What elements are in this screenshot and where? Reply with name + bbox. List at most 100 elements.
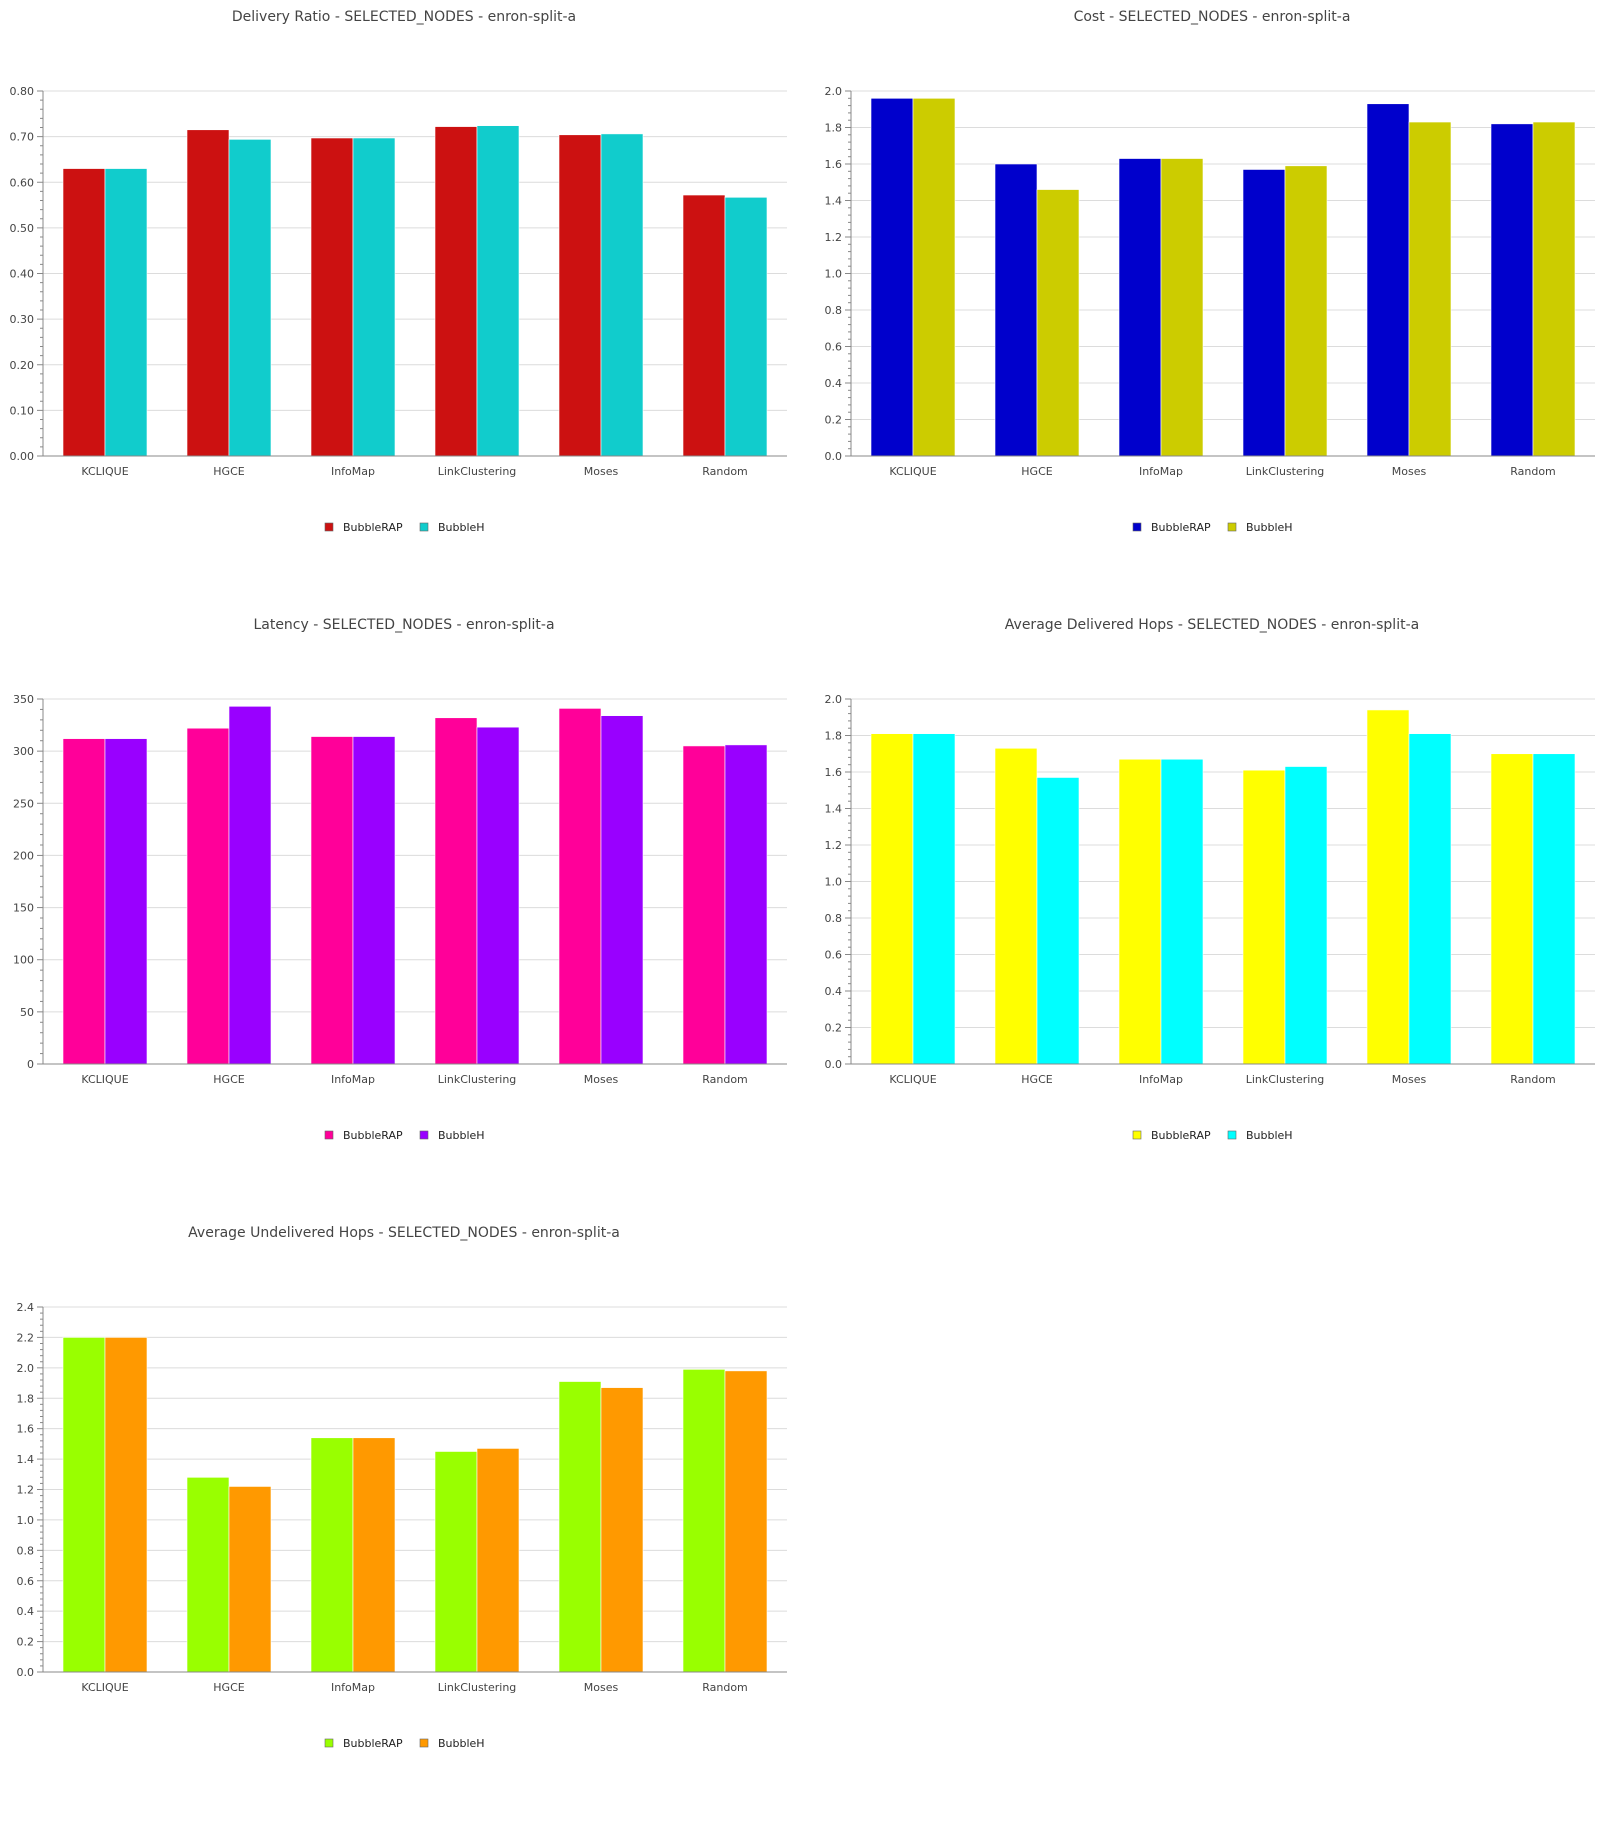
x-tick-label: Random (1510, 1073, 1556, 1086)
cost-chart-panel: Cost - SELECTED_NODES - enron-split-a 0.… (808, 0, 1616, 608)
x-tick-label: Random (1510, 465, 1556, 478)
y-tick-label: 1.4 (825, 803, 843, 816)
y-tick-label: 0.0 (825, 1058, 843, 1071)
legend-label-bubblerap: BubbleRAP (343, 521, 403, 534)
bar-bubblerap-moses (558, 134, 602, 457)
legend-swatch-bubbleh (419, 522, 429, 532)
y-tick-label: 1.4 (17, 1453, 35, 1466)
bar-bubblerap-moses (558, 708, 602, 1065)
y-tick-label: 0.30 (10, 313, 35, 326)
bar-bubbleh-random (1532, 753, 1576, 1065)
bar-bubblerap-kclique (62, 168, 106, 457)
y-tick-label: 1.2 (825, 231, 843, 244)
legend: BubbleRAP BubbleH (324, 1129, 485, 1142)
y-tick-label: 0.4 (17, 1605, 35, 1618)
chart-title: Delivery Ratio - SELECTED_NODES - enron-… (232, 9, 576, 25)
y-tick-label: 200 (13, 849, 34, 862)
y-tick-label: 0 (27, 1058, 34, 1071)
y-tick-label: 150 (13, 902, 34, 915)
average-delivered-hops-chart-panel: Average Delivered Hops - SELECTED_NODES … (808, 608, 1616, 1216)
legend-label-bubbleh: BubbleH (438, 1129, 485, 1142)
bar-bubblerap-moses (1366, 709, 1410, 1065)
y-tick-label: 0.8 (17, 1544, 35, 1557)
latency-chart: Latency - SELECTED_NODES - enron-split-a… (13, 617, 787, 1142)
bar-bubblerap-infomap (310, 736, 354, 1065)
bar-bubblerap-kclique (870, 733, 914, 1065)
legend: BubbleRAP BubbleH (1132, 521, 1293, 534)
x-tick-label: Random (702, 1073, 748, 1086)
x-tick-label: HGCE (1021, 465, 1052, 478)
y-tick-label: 0.4 (825, 985, 843, 998)
bar-bubbleh-kclique (104, 168, 148, 457)
bar-bubblerap-infomap (310, 137, 354, 457)
bar-bubbleh-linkclustering (1284, 766, 1328, 1065)
gridlines (43, 1306, 787, 1643)
x-tick-label: InfoMap (331, 1681, 375, 1694)
legend-swatch-bubbleh (1227, 522, 1237, 532)
legend: BubbleRAP BubbleH (1132, 1129, 1293, 1142)
bar-bubbleh-moses (1408, 733, 1452, 1065)
x-tick-label: LinkClustering (1246, 465, 1325, 478)
latency-chart-panel: Latency - SELECTED_NODES - enron-split-a… (0, 608, 808, 1216)
x-tick-label: HGCE (213, 1073, 244, 1086)
x-tick-label: LinkClustering (438, 1681, 517, 1694)
average-undelivered-hops-chart-panel: Average Undelivered Hops - SELECTED_NODE… (0, 1216, 808, 1824)
legend: BubbleRAP BubbleH (324, 521, 485, 534)
bar-bubbleh-infomap (1160, 158, 1204, 457)
x-tick-label: KCLIQUE (81, 1681, 128, 1694)
x-tick-label: LinkClustering (438, 1073, 517, 1086)
y-tick-label: 1.6 (17, 1423, 35, 1436)
bar-bubblerap-hgce (186, 727, 230, 1065)
gridlines (851, 90, 1595, 420)
y-tick-label: 0.40 (10, 268, 35, 281)
legend-swatch-bubblerap (1132, 1130, 1142, 1140)
y-tick-label: 100 (13, 954, 34, 967)
y-tick-label: 2.0 (825, 693, 843, 706)
y-tick-label: 0.0 (825, 450, 843, 463)
x-tick-label: InfoMap (1139, 465, 1183, 478)
legend-label-bubbleh: BubbleH (438, 1737, 485, 1750)
y-tick-label: 0.2 (825, 1022, 843, 1035)
bar-bubblerap-kclique (62, 738, 106, 1065)
bar-bubblerap-linkclustering (434, 126, 478, 457)
bar-bubblerap-linkclustering (1242, 169, 1286, 457)
y-tick-label: 0.10 (10, 404, 35, 417)
y-tick-label: 1.0 (825, 876, 843, 889)
bar-bubblerap-infomap (310, 1437, 354, 1673)
x-tick-label: HGCE (213, 1681, 244, 1694)
bar-bubbleh-moses (600, 715, 644, 1065)
y-tick-label: 0.0 (17, 1666, 35, 1679)
gridlines (43, 698, 787, 1013)
y-tick-label: 300 (13, 745, 34, 758)
bar-bubblerap-random (682, 745, 726, 1065)
x-tick-label: KCLIQUE (889, 465, 936, 478)
bar-bubblerap-hgce (186, 129, 230, 457)
legend-label-bubblerap: BubbleRAP (1151, 1129, 1211, 1142)
cost-chart: Cost - SELECTED_NODES - enron-split-a 0.… (825, 9, 1595, 534)
delivery-ratio-chart-panel: Delivery Ratio - SELECTED_NODES - enron-… (0, 0, 808, 608)
y-tick-label: 1.8 (17, 1392, 35, 1405)
bar-bubblerap-infomap (1118, 158, 1162, 457)
y-tick-label: 0.8 (825, 304, 843, 317)
y-tick-label: 2.0 (17, 1362, 35, 1375)
bar-bubbleh-kclique (104, 1337, 148, 1673)
y-tick-label: 0.00 (10, 450, 35, 463)
y-tick-label: 1.2 (17, 1484, 35, 1497)
legend-swatch-bubbleh (1227, 1130, 1237, 1140)
x-tick-label: InfoMap (331, 1073, 375, 1086)
average-delivered-hops-chart: Average Delivered Hops - SELECTED_NODES … (825, 617, 1595, 1142)
bar-bubbleh-hgce (228, 706, 272, 1065)
bar-bubbleh-hgce (228, 1486, 272, 1673)
legend-swatch-bubbleh (419, 1738, 429, 1748)
bar-bubblerap-hgce (186, 1477, 230, 1673)
y-tick-label: 1.6 (825, 158, 843, 171)
legend-swatch-bubblerap (324, 1738, 334, 1748)
legend-label-bubbleh: BubbleH (1246, 521, 1293, 534)
y-tick-label: 1.6 (825, 766, 843, 779)
y-tick-label: 1.8 (825, 122, 843, 135)
legend-swatch-bubblerap (324, 522, 334, 532)
x-tick-label: LinkClustering (438, 465, 517, 478)
bar-bubblerap-linkclustering (434, 717, 478, 1065)
bar-bubblerap-random (682, 1369, 726, 1673)
y-tick-label: 50 (20, 1006, 34, 1019)
